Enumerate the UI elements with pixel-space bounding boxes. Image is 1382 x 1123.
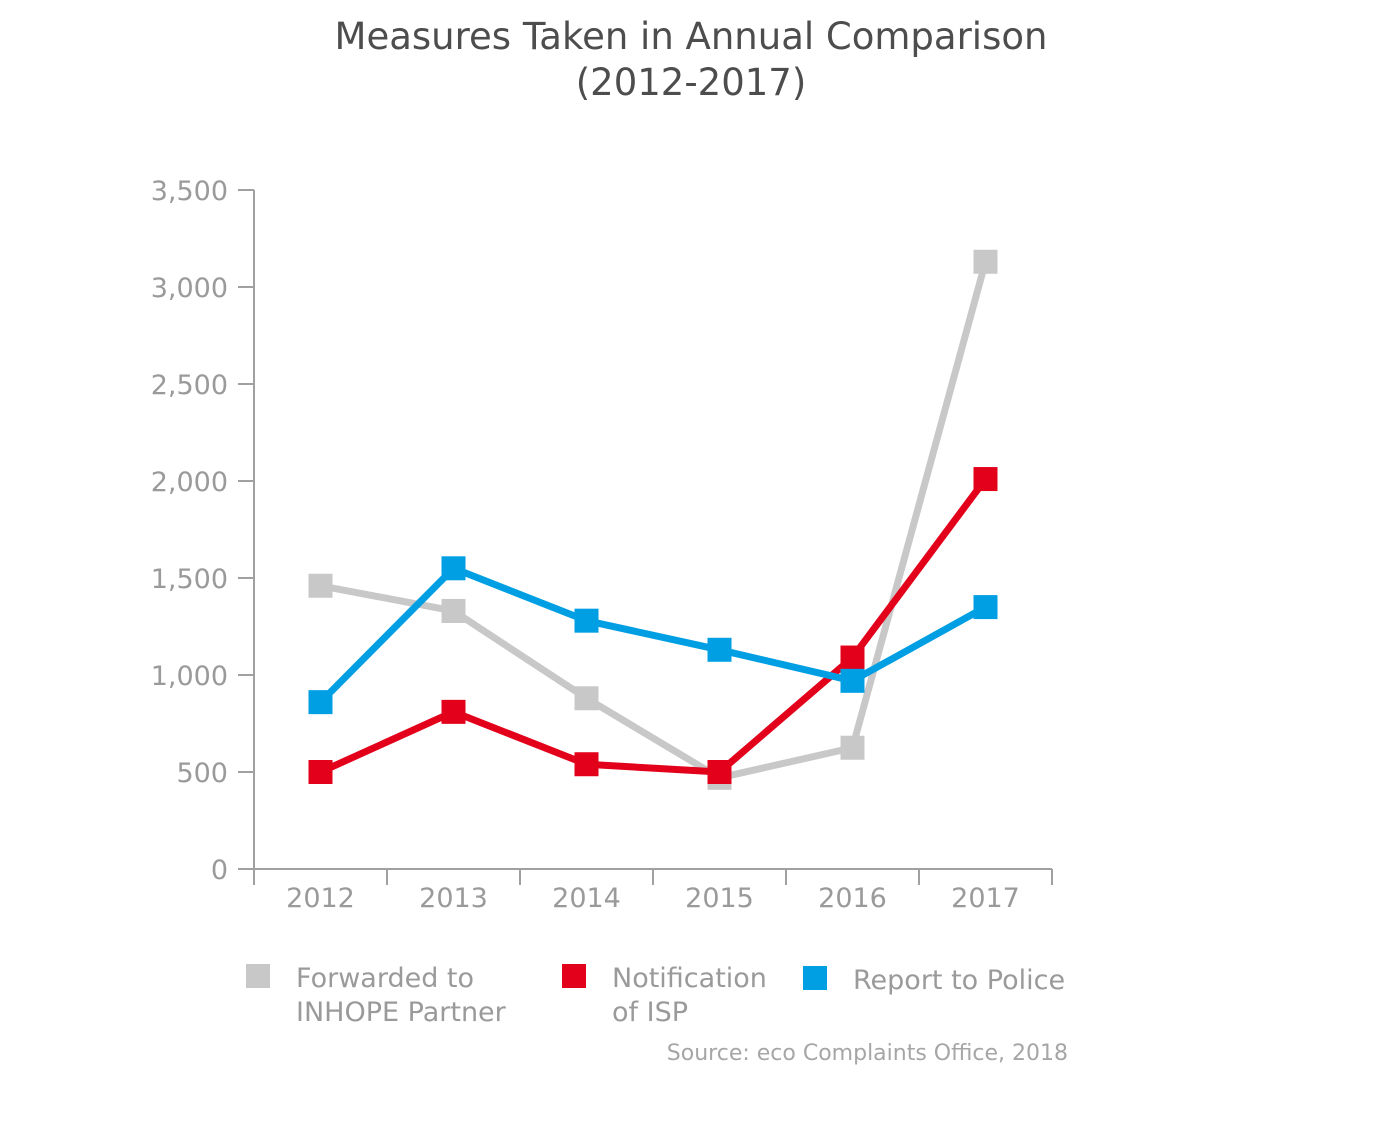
y-tick-label: 1,500 bbox=[151, 564, 228, 595]
y-tick-label: 3,000 bbox=[151, 273, 228, 304]
legend-swatch-report-police bbox=[803, 966, 827, 990]
source-note: Source: eco Complaints Office, 2018 bbox=[666, 1041, 1068, 1066]
legend-label-report-police: Report to Police bbox=[853, 964, 1065, 998]
x-tick-label: 2013 bbox=[419, 883, 488, 914]
legend-label-line: of ISP bbox=[612, 997, 688, 1028]
series-2-point bbox=[441, 556, 466, 581]
series-1-point bbox=[441, 699, 466, 724]
series-1-point bbox=[308, 760, 333, 784]
x-tick-label: 2014 bbox=[552, 883, 621, 914]
series-1-point bbox=[574, 752, 599, 777]
x-tick-label: 2015 bbox=[685, 883, 754, 914]
legend-label-notification-isp: Notification of ISP bbox=[612, 962, 767, 1030]
x-tick-label: 2017 bbox=[951, 883, 1020, 914]
legend-swatch-forwarded-inhope bbox=[246, 964, 270, 988]
series-line-2 bbox=[317, 564, 989, 706]
chart-title-line-1: Measures Taken in Annual Comparison bbox=[334, 15, 1048, 58]
series-2-point bbox=[707, 637, 732, 662]
legend-label-forwarded-inhope: Forwarded to INHOPE Partner bbox=[296, 962, 506, 1030]
y-tick-label: 500 bbox=[176, 758, 228, 789]
series-0-point bbox=[840, 735, 865, 760]
chart-title: Measures Taken in Annual Comparison (201… bbox=[0, 14, 1382, 106]
series-1-point bbox=[840, 645, 865, 670]
series-2-point bbox=[973, 595, 998, 620]
y-tick-label: 3,500 bbox=[151, 176, 228, 207]
legend-label-line: Report to Police bbox=[853, 965, 1066, 996]
series-1-point bbox=[973, 467, 998, 492]
y-tick-label: 1,000 bbox=[151, 661, 228, 692]
series-line-0 bbox=[317, 258, 989, 782]
series-1-point bbox=[707, 760, 732, 784]
legend-label-line: INHOPE Partner bbox=[296, 997, 506, 1028]
series-0-point bbox=[574, 686, 599, 711]
legend-item-forwarded-inhope: Forwarded to INHOPE Partner bbox=[246, 962, 506, 1030]
series-0-point bbox=[308, 573, 333, 598]
chart-title-line-2: (2012-2017) bbox=[575, 61, 807, 104]
legend-label-line: Forwarded to bbox=[296, 963, 475, 994]
series-2-point bbox=[574, 608, 599, 633]
legend-item-report-police: Report to Police bbox=[803, 964, 1065, 998]
x-tick-label: 2016 bbox=[818, 883, 887, 914]
series-2-point bbox=[308, 690, 333, 715]
series-2-point bbox=[840, 668, 865, 693]
y-tick-label: 0 bbox=[211, 855, 228, 886]
legend-item-notification-isp: Notification of ISP bbox=[562, 962, 767, 1030]
series-0-point bbox=[973, 249, 998, 274]
y-tick-label: 2,500 bbox=[151, 370, 228, 401]
x-tick-label: 2012 bbox=[286, 883, 355, 914]
legend-swatch-notification-isp bbox=[562, 964, 586, 988]
series-line-1 bbox=[317, 475, 989, 776]
legend-label-line: Notification bbox=[612, 963, 767, 994]
y-tick-label: 2,000 bbox=[151, 467, 228, 498]
series-0-point bbox=[441, 598, 466, 623]
